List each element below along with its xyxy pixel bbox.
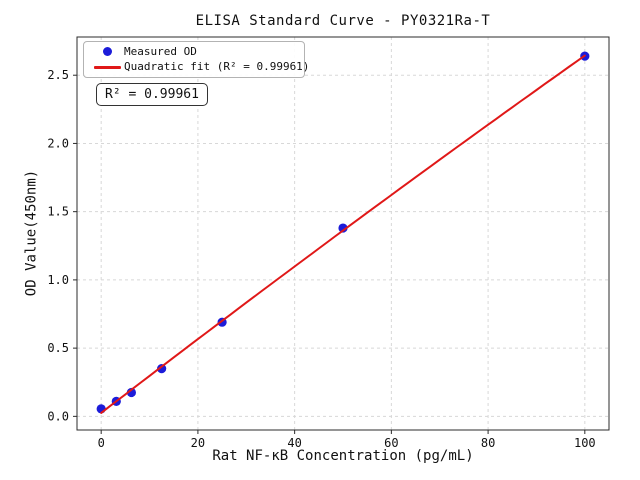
y-tick-label: 2.5 (47, 68, 69, 82)
plot-border (76, 36, 610, 431)
legend-entry-quadratic-fit: Quadratic fit (R² = 0.99961) (90, 60, 309, 74)
data-point (126, 387, 137, 398)
data-point (157, 363, 167, 374)
y-axis-label: OD Value(450nm) (23, 169, 40, 297)
legend: Measured OD Quadratic fit (R² = 0.99961) (83, 41, 309, 78)
y-tick-label: 1.0 (47, 273, 69, 287)
y-tick-label: 2.0 (47, 136, 69, 150)
x-tick-label: 40 (287, 436, 301, 450)
x-tick-label: 80 (481, 436, 495, 450)
y-tick-label: 1.5 (47, 205, 69, 219)
x-tick-label: 20 (191, 436, 205, 450)
y-tick-label: 0.5 (47, 341, 69, 355)
x-tick-label: 0 (98, 436, 105, 450)
y-tick-label: 0.0 (47, 409, 69, 423)
quadratic-fit-line (100, 54, 586, 414)
measured-od-dot-icon (102, 47, 112, 57)
legend-marker-cell (90, 65, 124, 69)
r-squared-annotation: R² = 0.99961 (96, 83, 208, 106)
legend-label-measured-od: Measured OD (124, 44, 197, 58)
fit-line-sample-icon (93, 65, 121, 69)
legend-entry-measured-od: Measured OD (90, 45, 298, 59)
x-tick-label: 100 (574, 436, 596, 450)
x-axis-label: Rat NF-κB Concentration (pg/mL) (212, 448, 474, 464)
chart-title: ELISA Standard Curve - PY0321Ra-T (195, 13, 491, 29)
data-point (338, 223, 348, 233)
legend-marker-cell (90, 47, 124, 57)
x-tick-label: 60 (384, 436, 398, 450)
legend-label-quadratic-fit: Quadratic fit (R² = 0.99961) (124, 60, 310, 74)
